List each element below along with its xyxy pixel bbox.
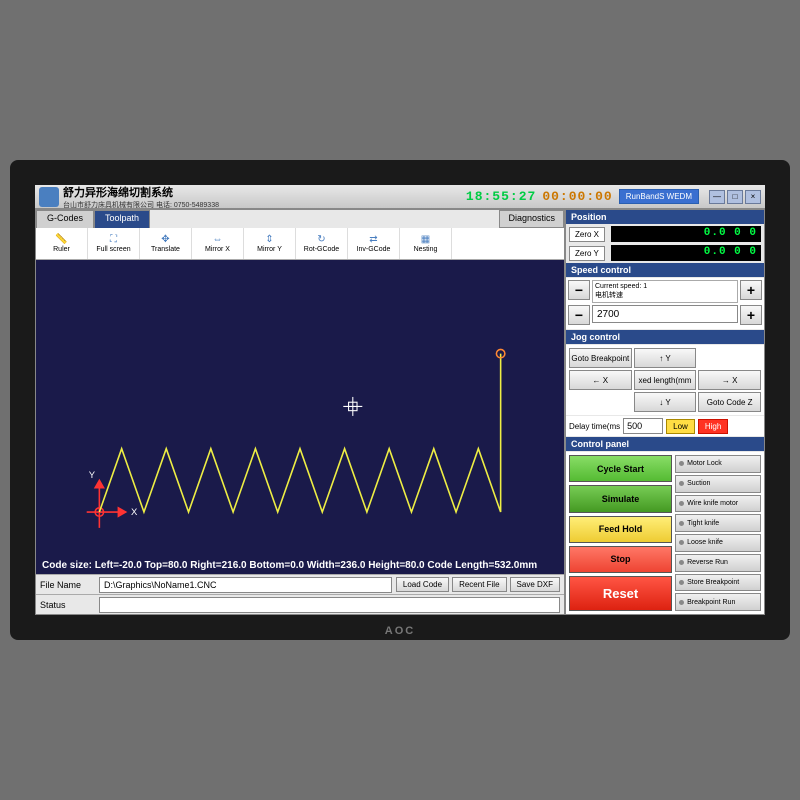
delay-high-button[interactable]: High xyxy=(698,419,728,434)
app-subtitle: 台山市舒力床具机械有限公司 电话: 0750-5489338 xyxy=(63,200,219,210)
svg-text:Y: Y xyxy=(89,470,96,481)
speed1-minus-button[interactable]: − xyxy=(568,280,590,300)
goto-breakpoint-button[interactable]: Goto Breakpoint xyxy=(569,348,632,368)
maximize-button[interactable]: □ xyxy=(727,190,743,204)
pos-x-display: 0.0 0 0 xyxy=(611,226,761,242)
goto-code-z-button[interactable]: Goto Code Z xyxy=(698,392,761,412)
wedm-badge: RunBandS WEDM xyxy=(619,189,699,204)
side-button-0[interactable]: Motor Lock xyxy=(675,455,761,473)
delay-input[interactable]: 500 xyxy=(623,418,663,434)
position-header: Position xyxy=(566,210,764,224)
tab-gcodes[interactable]: G-Codes xyxy=(36,210,94,228)
app-title: 舒力异形海绵切割系统 xyxy=(63,185,219,200)
nesting-button[interactable]: ▦Nesting xyxy=(400,228,452,259)
delay-label: Delay time(ms xyxy=(569,422,620,431)
zero-y-button[interactable]: Zero Y xyxy=(569,246,605,261)
jog-down-button[interactable]: ↓ Y xyxy=(634,392,697,412)
rotgcode-button[interactable]: ↻Rot-GCode xyxy=(296,228,348,259)
side-button-5[interactable]: Reverse Run xyxy=(675,554,761,572)
simulate-button[interactable]: Simulate xyxy=(569,485,672,512)
tab-toolpath[interactable]: Toolpath xyxy=(94,210,150,228)
invgcode-button[interactable]: ⇄Inv-GCode xyxy=(348,228,400,259)
status-label: Status xyxy=(40,600,95,610)
stop-button[interactable]: Stop xyxy=(569,546,672,573)
mirrorx-button[interactable]: ⇔Mirror X xyxy=(192,228,244,259)
minimize-button[interactable]: — xyxy=(709,190,725,204)
speed-value-input[interactable]: 2700 xyxy=(592,305,738,323)
code-size-text: Code size: Left=-20.0 Top=80.0 Right=216… xyxy=(36,557,564,574)
speed-header: Speed control xyxy=(566,263,764,277)
speed2-minus-button[interactable]: − xyxy=(568,305,590,325)
clock-time: 18:55:27 xyxy=(466,189,536,204)
save-dxf-button[interactable]: Save DXF xyxy=(510,577,560,592)
ruler-button[interactable]: 📏Ruler xyxy=(36,228,88,259)
jog-length-input[interactable]: xed length(mm xyxy=(634,370,697,390)
speed2-plus-button[interactable]: + xyxy=(740,305,762,325)
app-logo xyxy=(39,187,59,207)
side-button-4[interactable]: Loose knife xyxy=(675,534,761,552)
side-button-1[interactable]: Suction xyxy=(675,475,761,493)
feed-hold-button[interactable]: Feed Hold xyxy=(569,516,672,543)
toolpath-plot: X Y xyxy=(36,260,564,574)
translate-button[interactable]: ✥Translate xyxy=(140,228,192,259)
mirrory-button[interactable]: ⇕Mirror Y xyxy=(244,228,296,259)
status-input xyxy=(99,597,560,613)
toolpath-canvas[interactable]: X Y Code size: Left=-20.0 Top=80.0 Right… xyxy=(36,260,564,574)
side-button-7[interactable]: Breakpoint Run xyxy=(675,593,761,611)
delay-low-button[interactable]: Low xyxy=(666,419,695,434)
side-button-2[interactable]: Wire knife motor xyxy=(675,495,761,513)
cycle-start-button[interactable]: Cycle Start xyxy=(569,455,672,482)
close-button[interactable]: × xyxy=(745,190,761,204)
svg-text:X: X xyxy=(131,507,138,518)
jog-up-button[interactable]: ↑ Y xyxy=(634,348,697,368)
jog-header: Jog control xyxy=(566,330,764,344)
jog-right-button[interactable]: → X xyxy=(698,370,761,390)
speed1-plus-button[interactable]: + xyxy=(740,280,762,300)
control-header: Control panel xyxy=(566,437,764,451)
filename-input[interactable]: D:\Graphics\NoName1.CNC xyxy=(99,577,392,593)
side-button-3[interactable]: Tight knife xyxy=(675,514,761,532)
recent-file-button[interactable]: Recent File xyxy=(452,577,506,592)
zero-x-button[interactable]: Zero X xyxy=(569,227,605,242)
pos-y-display: 0.0 0 0 xyxy=(611,245,761,261)
reset-button[interactable]: Reset xyxy=(569,576,672,611)
load-code-button[interactable]: Load Code xyxy=(396,577,449,592)
fullscreen-button[interactable]: ⛶Full screen xyxy=(88,228,140,259)
monitor-brand: AOC xyxy=(385,625,415,637)
filename-label: File Name xyxy=(40,580,95,590)
titlebar: 舒力异形海绵切割系统 台山市舒力床具机械有限公司 电话: 0750-548933… xyxy=(35,185,765,209)
tab-diagnostics[interactable]: Diagnostics xyxy=(499,210,564,228)
toolbar: 📏Ruler ⛶Full screen ✥Translate ⇔Mirror X… xyxy=(36,228,564,260)
side-button-6[interactable]: Store Breakpoint xyxy=(675,574,761,592)
speed-current: Current speed: 1电机转速 xyxy=(592,280,738,303)
clock-timer: 00:00:00 xyxy=(542,189,612,204)
jog-left-button[interactable]: ← X xyxy=(569,370,632,390)
